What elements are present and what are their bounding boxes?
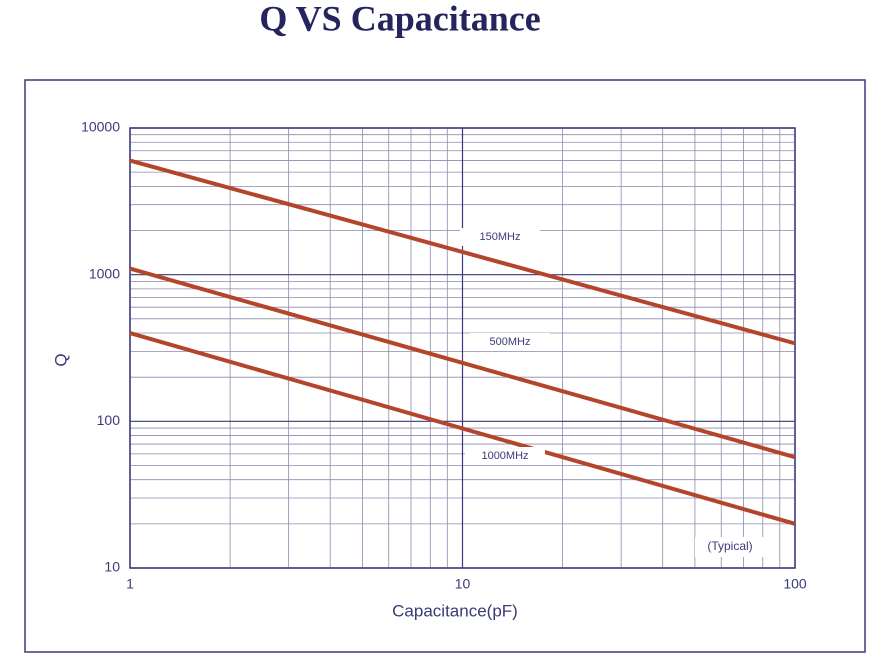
- label-background: [460, 228, 540, 246]
- label-background: [465, 447, 545, 465]
- x-tick-label: 1: [126, 576, 134, 592]
- series-label: 150MHz: [480, 231, 521, 243]
- x-axis-label: Capacitance(pF): [392, 601, 518, 620]
- series-line: [129, 331, 796, 526]
- series-line: [129, 266, 796, 460]
- x-tick-label: 100: [783, 576, 807, 592]
- series-label: 1000MHz: [481, 450, 528, 462]
- annotation: (Typical): [707, 539, 752, 553]
- y-tick-label: 10000: [81, 119, 120, 135]
- series-label: 500MHz: [490, 336, 531, 348]
- y-tick-label: 1000: [89, 265, 120, 281]
- x-tick-label: 10: [455, 576, 471, 592]
- y-axis-label: Q: [51, 353, 70, 366]
- chart-title: Q VS Capacitance: [259, 0, 540, 38]
- y-tick-label: 100: [97, 412, 121, 428]
- y-tick-label: 10: [104, 559, 120, 575]
- frame: [24, 79, 866, 653]
- annotation-background: [695, 537, 765, 557]
- series-line: [129, 158, 796, 346]
- label-background: [470, 333, 550, 351]
